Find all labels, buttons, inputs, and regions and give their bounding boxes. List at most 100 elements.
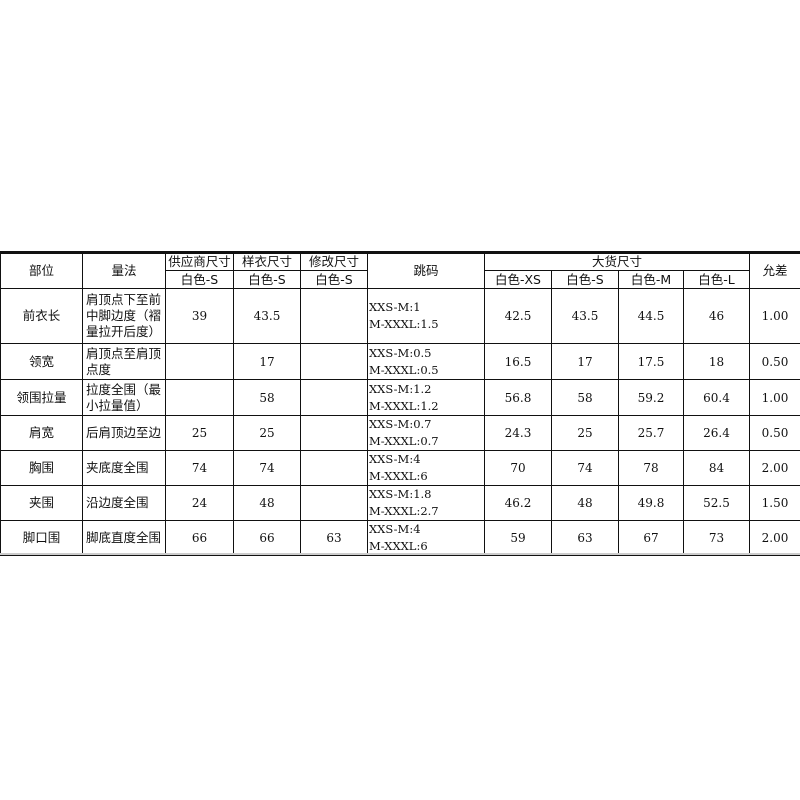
header-bulk: 大货尺寸 <box>483 252 751 271</box>
cell-sample: 58 <box>233 379 301 416</box>
cell-bulk: 58 <box>551 379 619 416</box>
cell-method: 拉度全围（最小拉量值） <box>82 379 166 416</box>
cell-bulk: 26.4 <box>682 415 751 451</box>
cell-grading: XXS-M:0.5 M-XXXL:0.5 <box>367 343 485 380</box>
header-bulk-m: 白色-M <box>618 270 684 289</box>
cell-bulk: 17 <box>551 343 619 380</box>
cell-grading: XXS-M:1.2 M-XXXL:1.2 <box>367 379 485 416</box>
cell-bulk: 48 <box>551 485 619 521</box>
cell-sample: 17 <box>233 343 301 380</box>
header-revised-size: 白色-S <box>300 270 368 289</box>
cell-sample: 43.5 <box>233 288 301 344</box>
header-bulk-xs: 白色-XS <box>484 270 552 289</box>
grading-line: M-XXXL:1.2 <box>369 398 439 413</box>
divider <box>0 553 800 555</box>
cell-tolerance: 1.00 <box>749 288 800 344</box>
cell-revised <box>300 379 368 416</box>
cell-revised <box>300 288 368 344</box>
cell-bulk: 24.3 <box>484 415 552 451</box>
cell-bulk: 59 <box>484 520 552 556</box>
cell-bulk: 60.4 <box>682 379 751 416</box>
cell-revised: 63 <box>300 520 368 556</box>
grading-line: XXS-M:0.5 <box>369 345 432 360</box>
cell-tolerance: 2.00 <box>749 450 800 486</box>
header-sample-size: 白色-S <box>233 270 301 289</box>
grading-line: M-XXXL:0.7 <box>369 434 439 448</box>
cell-sample: 48 <box>233 485 301 521</box>
cell-bulk: 46.2 <box>484 485 552 521</box>
cell-tolerance: 1.00 <box>749 379 800 416</box>
grading-line: M-XXXL:0.5 <box>369 362 439 377</box>
cell-tolerance: 2.00 <box>749 520 800 556</box>
cell-bulk: 43.5 <box>551 288 619 344</box>
cell-bulk: 74 <box>551 450 619 486</box>
cell-supplier: 66 <box>165 520 234 556</box>
cell-bulk: 44.5 <box>618 288 684 344</box>
cell-supplier <box>165 379 234 416</box>
header-supplier: 供应商尺寸 <box>165 252 234 271</box>
cell-bulk: 84 <box>682 450 751 486</box>
cell-tolerance: 0.50 <box>749 343 800 380</box>
cell-sample: 66 <box>233 520 301 556</box>
cell-tolerance: 1.50 <box>749 485 800 521</box>
cell-method: 后肩顶边至边 <box>82 415 166 451</box>
cell-supplier: 24 <box>165 485 234 521</box>
header-sample: 样衣尺寸 <box>233 252 301 271</box>
table-row: 前衣长 肩顶点下至前中脚边度（褶量拉开后度） 39 43.5 XXS-M:1 M-XXXL… <box>0 288 800 344</box>
header-tolerance: 允差 <box>749 252 800 289</box>
cell-supplier: 39 <box>165 288 234 344</box>
table-row: 领围拉量 拉度全围（最小拉量值） 58 XXS-M:1.2 M-XXXL:1.2 56.8… <box>0 379 800 416</box>
cell-revised <box>300 415 368 451</box>
cell-part: 脚口围 <box>0 520 83 556</box>
cell-sample: 74 <box>233 450 301 486</box>
cell-part: 前衣长 <box>0 288 83 344</box>
cell-bulk: 46 <box>682 288 751 344</box>
cell-revised <box>300 450 368 486</box>
header-grading: 跳码 <box>367 252 485 289</box>
table-row: 胸围 夹底度全围 74 74 XXS-M:4 M-XXXL:6 70 74 78 84 2.00 <box>0 450 800 486</box>
grading-line: M-XXXL:2.7 <box>369 504 439 518</box>
cell-method: 夹底度全围 <box>82 450 166 486</box>
cell-part: 夹围 <box>0 485 83 521</box>
cell-bulk: 78 <box>618 450 684 486</box>
grading-line: XXS-M:1 <box>369 300 421 314</box>
cell-supplier <box>165 343 234 380</box>
table-row: 肩宽 后肩顶边至边 25 25 XXS-M:0.7 M-XXXL:0.7 24.3 25 25.… <box>0 415 800 451</box>
header-supplier-size: 白色-S <box>165 270 234 289</box>
header-bulk-l: 白色-L <box>682 270 751 289</box>
grading-line: XXS-M:0.7 <box>369 417 432 431</box>
cell-bulk: 18 <box>682 343 751 380</box>
grading-line: XXS-M:4 <box>369 522 421 536</box>
cell-bulk: 25 <box>551 415 619 451</box>
cell-bulk: 49.8 <box>618 485 684 521</box>
cell-part: 领宽 <box>0 343 83 380</box>
cell-bulk: 42.5 <box>484 288 552 344</box>
table-row: 脚口围 脚底直度全围 66 66 63 XXS-M:4 M-XXXL:6 59 63 67 73 2.… <box>0 520 800 556</box>
table-row: 夹围 沿边度全围 24 48 XXS-M:1.8 M-XXXL:2.7 46.2 48 49.8… <box>0 485 800 521</box>
cell-bulk: 59.2 <box>618 379 684 416</box>
cell-grading: XXS-M:1 M-XXXL:1.5 <box>367 288 485 344</box>
grading-line: XXS-M:4 <box>369 452 421 466</box>
table-row: 领宽 肩顶点至肩顶点度 17 XXS-M:0.5 M-XXXL:0.5 16.5 17 17.… <box>0 343 800 380</box>
cell-method: 沿边度全围 <box>82 485 166 521</box>
header-method: 量法 <box>82 252 166 289</box>
cell-bulk: 56.8 <box>484 379 552 416</box>
grading-line: M-XXXL:6 <box>369 539 428 553</box>
cell-grading: XXS-M:4 M-XXXL:6 <box>367 520 485 556</box>
cell-bulk: 63 <box>551 520 619 556</box>
cell-part: 胸围 <box>0 450 83 486</box>
cell-supplier: 74 <box>165 450 234 486</box>
cell-revised <box>300 485 368 521</box>
cell-bulk: 67 <box>618 520 684 556</box>
cell-method: 肩顶点下至前中脚边度（褶量拉开后度） <box>82 288 166 344</box>
grading-line: M-XXXL:6 <box>369 469 428 483</box>
header-bulk-s: 白色-S <box>551 270 619 289</box>
cell-revised <box>300 343 368 380</box>
grading-line: XXS-M:1.2 <box>369 381 432 396</box>
cell-method: 肩顶点至肩顶点度 <box>82 343 166 380</box>
header-revised: 修改尺寸 <box>300 252 368 271</box>
cell-bulk: 16.5 <box>484 343 552 380</box>
header-part: 部位 <box>0 252 83 289</box>
cell-bulk: 25.7 <box>618 415 684 451</box>
grading-line: M-XXXL:1.5 <box>369 317 439 331</box>
